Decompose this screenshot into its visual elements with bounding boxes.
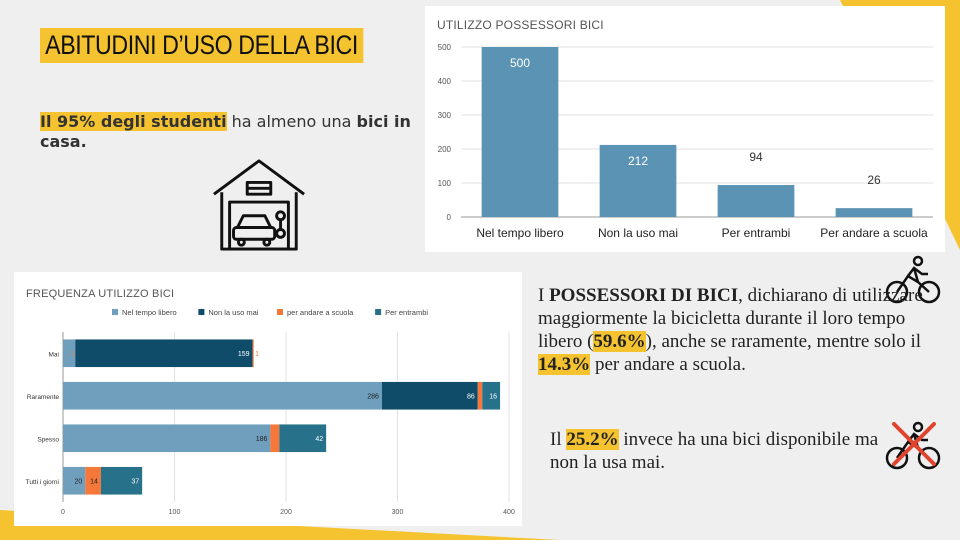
rt2-rest: invece ha una bici disponibile ma non la… xyxy=(550,429,879,473)
chart2-legend-swatch xyxy=(112,309,118,315)
rt-pct1: 59.6% xyxy=(593,331,646,352)
rt-p1-rest2: ), anche se raramente, mentre solo il xyxy=(645,331,922,352)
chart2-data-label: 159 xyxy=(238,351,250,358)
chart1-category-label: Nel tempo libero xyxy=(476,226,564,240)
chart1-data-label: 500 xyxy=(510,56,530,70)
chart1-title: UTILIZZO POSSESSORI BICI xyxy=(437,18,604,32)
chart2-category-label: Raramente xyxy=(27,394,60,401)
chart2-data-label: 1 xyxy=(255,351,259,358)
chart2-category-label: Spesso xyxy=(37,436,59,443)
chart2-legend-swatch xyxy=(277,309,283,315)
chart2-xtick-label: 100 xyxy=(169,509,181,516)
chart2-bar-segment xyxy=(482,381,501,410)
chart2-data-label: 286 xyxy=(367,393,379,400)
chart2-bar-segment xyxy=(63,466,86,495)
chart2-title: FREQUENZA UTILIZZO BICI xyxy=(26,288,175,300)
chart2-bar-segment xyxy=(270,424,280,453)
chart-card-possessori: UTILIZZO POSSESSORI BICI 0 100 200 300 400 50… xyxy=(425,6,945,252)
chart2-svg: 0 100 200 300 400 Nel tempo libero Non la uso … xyxy=(26,308,515,516)
chart1-bar xyxy=(481,47,559,217)
chart2-xtick-label: 300 xyxy=(392,509,404,516)
rt2-pct: 25.2% xyxy=(566,429,619,450)
chart2-legend-label: per andare a scuola xyxy=(287,308,354,317)
cyclist-icon xyxy=(885,255,941,304)
rt-p1-end: per andare a scuola. xyxy=(590,354,746,375)
chart2-bar-segment xyxy=(63,381,382,410)
chart2-data-label: 14 xyxy=(90,478,98,485)
chart2-bar-segment xyxy=(279,424,327,453)
intro-highlight: Il 95% degli studenti xyxy=(40,112,227,131)
chart2-bar-segment xyxy=(75,339,253,368)
chart1-data-label: 26 xyxy=(867,173,881,187)
chart1-ytick-label: 400 xyxy=(438,77,452,86)
chart1-ytick-label: 100 xyxy=(438,179,452,188)
chart2-legend-swatch xyxy=(198,309,205,315)
chart2-legend-swatch xyxy=(375,309,382,315)
chart2-bar-segment xyxy=(252,339,254,368)
chart1-category-label: Non la uso mai xyxy=(598,226,678,240)
chart2-bar-segment xyxy=(381,381,478,410)
chart1-ytick-label: 300 xyxy=(438,111,452,120)
chart2-data-label: 20 xyxy=(75,478,83,485)
chart1-ytick-label: 500 xyxy=(438,43,452,52)
page-title: ABITUDINI D’USO DELLA BICI xyxy=(40,28,364,63)
chart2-data-label: 37 xyxy=(131,478,139,485)
chart1-bar xyxy=(717,185,795,217)
chart2-xtick-label: 0 xyxy=(61,509,65,516)
rt-p1-rest: , dichiarano di utilizzare maggiormente … xyxy=(538,285,923,352)
chart2-data-label: 86 xyxy=(467,393,475,400)
rt-p1: I xyxy=(538,285,550,306)
chart2-data-label: 11 xyxy=(71,351,78,358)
rt-pct2: 14.3% xyxy=(538,354,591,375)
chart1-category-label: Per entrambi xyxy=(722,226,791,240)
chart2-category-label: Mai xyxy=(49,351,59,358)
rt2-p1: Il xyxy=(550,429,567,450)
chart1-data-label: 94 xyxy=(749,150,763,164)
intro-middle: ha almeno una xyxy=(226,112,357,131)
intro-bold: bici in casa. xyxy=(40,112,411,151)
non-usa-text: Il 25.2% invece ha una bici disponibile … xyxy=(550,428,880,474)
chart2-data-label: 16 xyxy=(489,393,497,400)
possessori-text: I POSSESSORI DI BICI, dichiarano di util… xyxy=(538,284,938,376)
chart2-legend-label: Per entrambi xyxy=(385,308,428,317)
chart2-data-label: 8 xyxy=(277,436,281,443)
chart2-bar-segment xyxy=(63,339,76,368)
chart2-data-label: 186 xyxy=(256,436,268,443)
chart2-category-label: Tutti i giorni xyxy=(26,479,59,486)
chart1-svg: 0 100 200 300 400 500 500 Nel tempo libero 212 No… xyxy=(438,43,933,240)
chart1-ytick-label: 0 xyxy=(447,213,452,222)
chart1-category-label: Per andare a scuola xyxy=(820,226,928,240)
chart1-bar xyxy=(835,208,913,217)
chart2-bar-segment xyxy=(85,466,101,495)
rt-p1-bold: POSSESSORI DI BICI xyxy=(549,285,739,306)
chart1-ytick-label: 200 xyxy=(438,145,452,154)
chart-card-frequenza: FREQUENZA UTILIZZO BICI 0 100 200 300 400 Nel… xyxy=(14,272,522,526)
chart1-bar xyxy=(599,144,677,217)
chart1-data-label: 212 xyxy=(628,154,648,168)
garage-icon xyxy=(213,159,305,251)
chart2-legend-label: Non la uso mai xyxy=(208,308,258,317)
chart2-legend-label: Nel tempo libero xyxy=(122,308,177,317)
chart2-bar-segment xyxy=(100,466,143,495)
intro-text: Il 95% degli studenti ha almeno una bici… xyxy=(40,112,420,152)
chart2-bar-segment xyxy=(63,424,271,453)
chart2-xtick-label: 400 xyxy=(503,509,515,516)
crossed-cyclist-icon xyxy=(885,421,941,470)
chart2-data-label: 42 xyxy=(315,436,323,443)
chart2-xtick-label: 200 xyxy=(280,509,292,516)
chart2-bar-segment xyxy=(477,381,483,410)
